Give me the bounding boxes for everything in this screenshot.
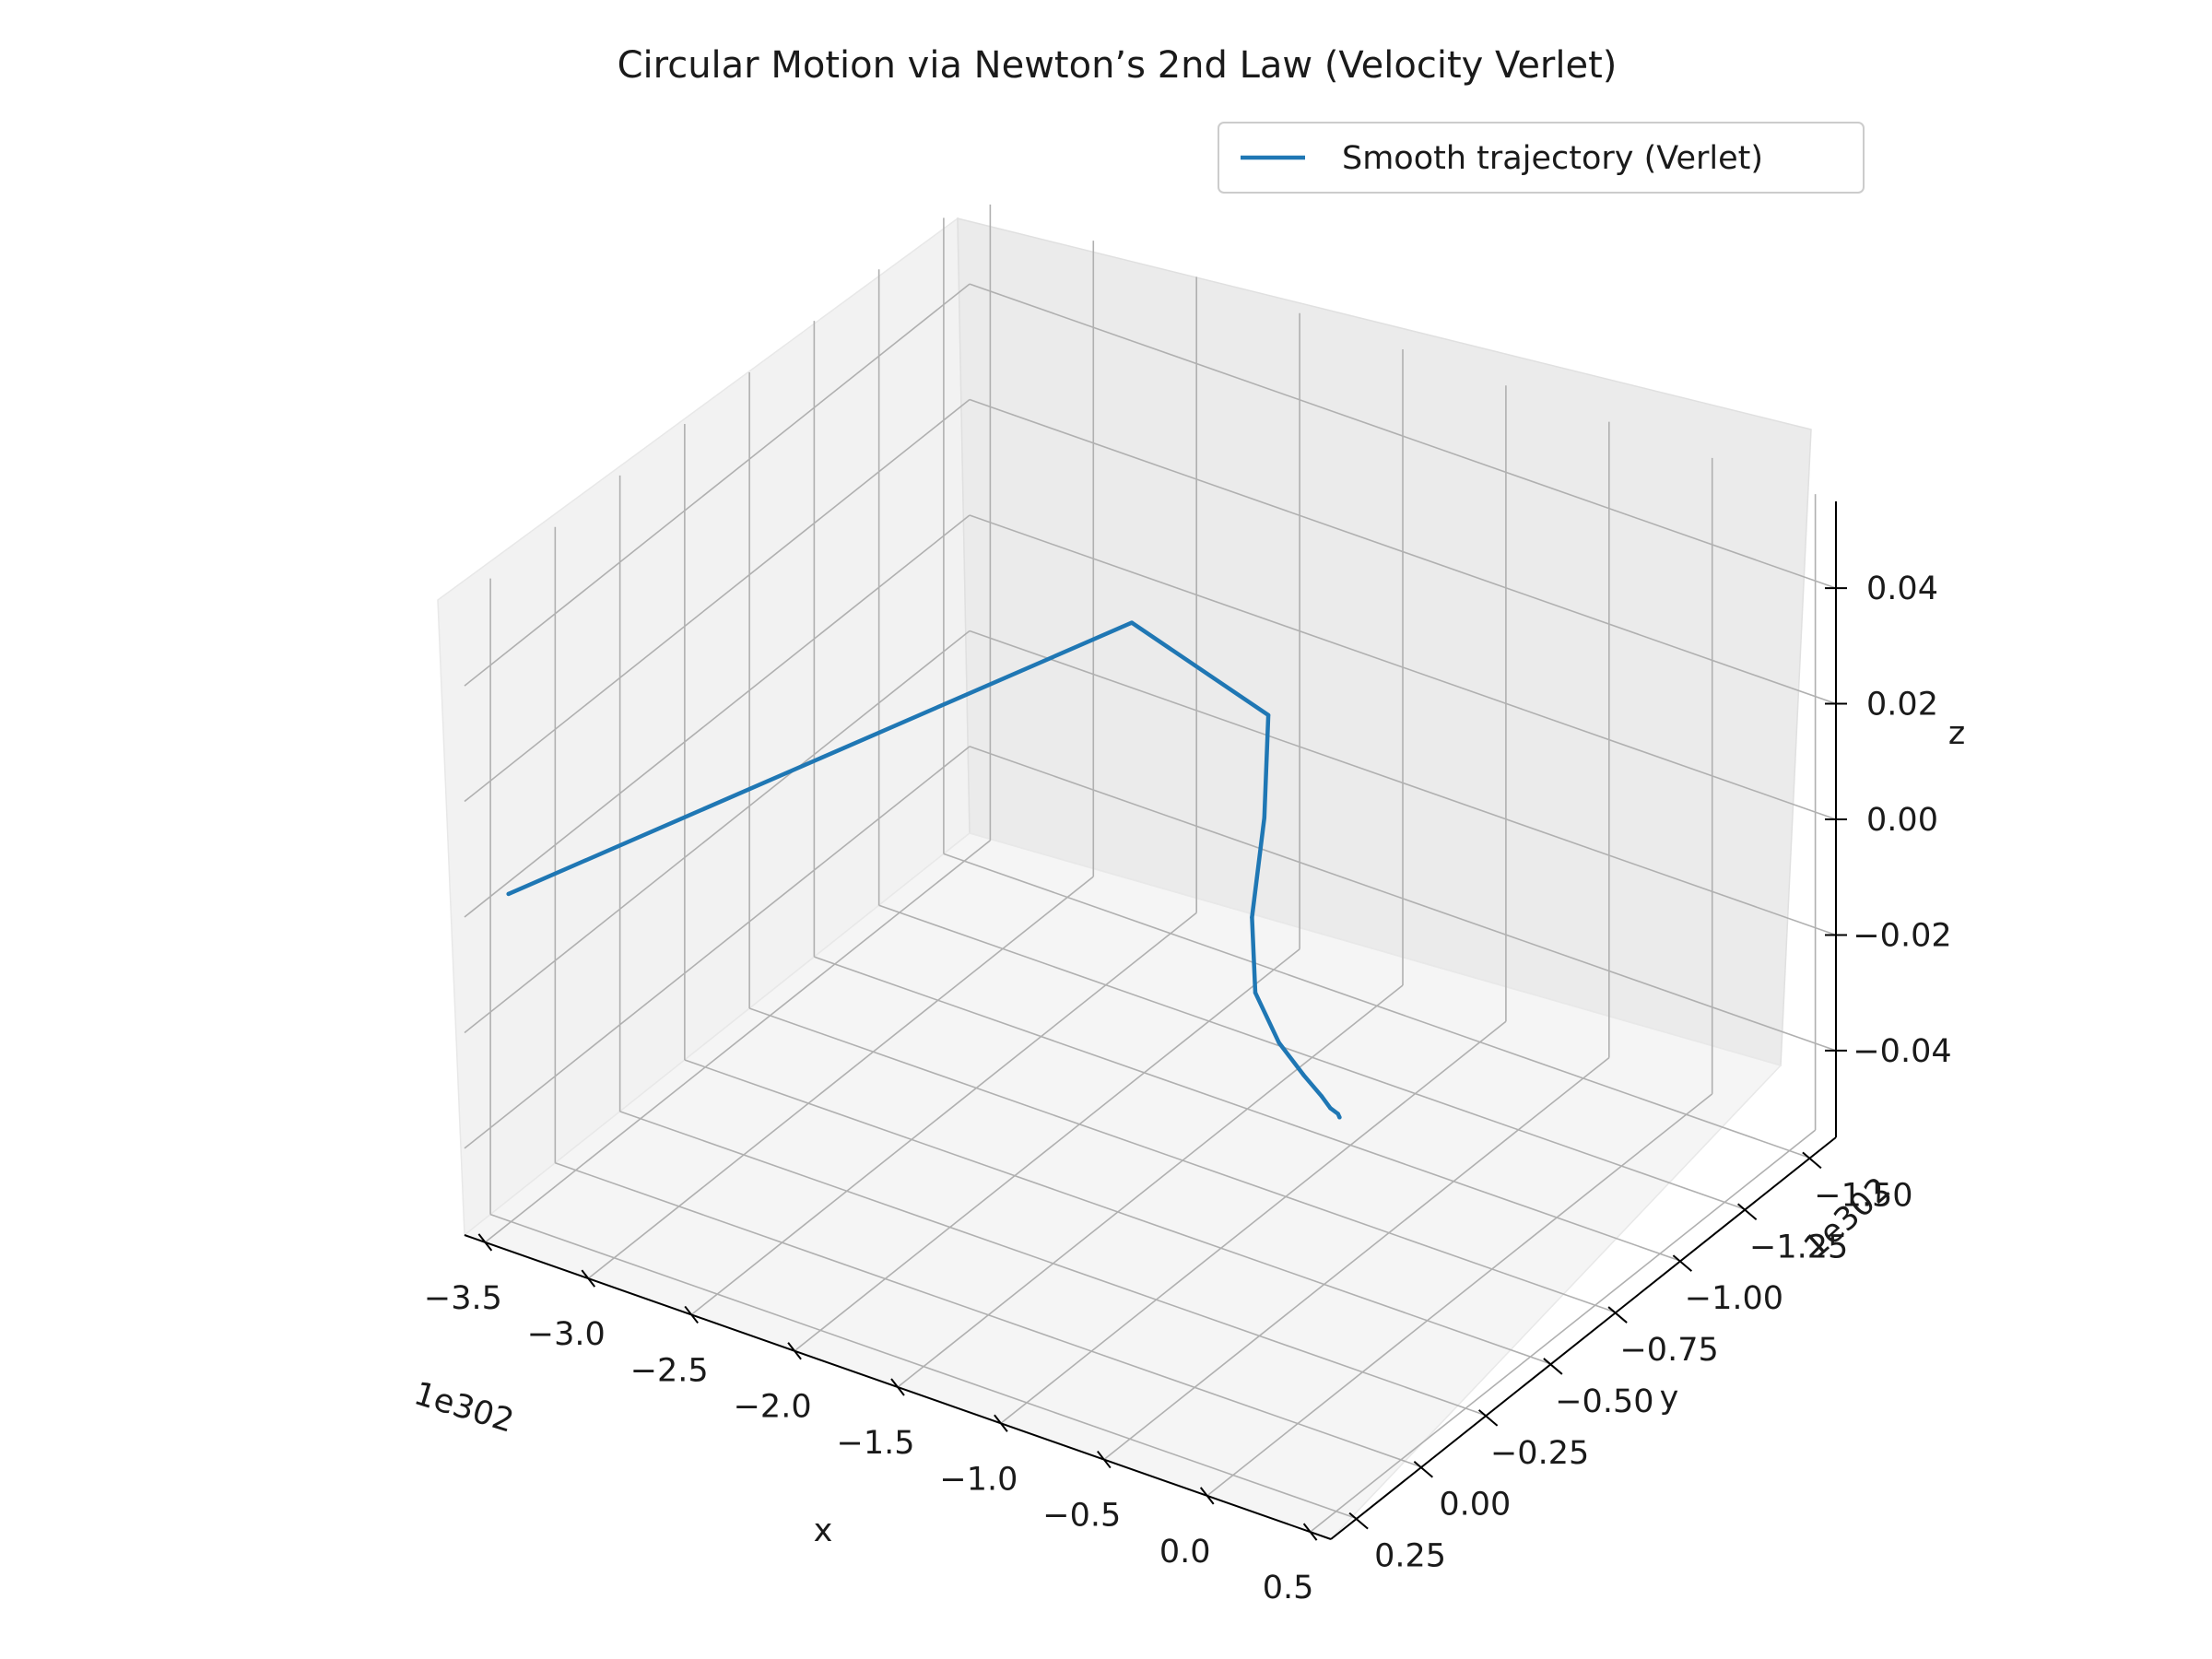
trajectory-point	[1328, 1106, 1333, 1111]
x-tick-label: −2.0	[734, 1389, 812, 1426]
trajectory-point	[1277, 1041, 1281, 1045]
z-gridline-right	[969, 283, 1837, 589]
x-gridline-floor	[1103, 1056, 1610, 1461]
y-tick-mark	[1543, 1358, 1563, 1375]
z-gridline-right	[969, 746, 1837, 1052]
y-gridline-floor	[619, 1111, 1487, 1417]
y-tick-mark	[1802, 1151, 1822, 1170]
series-layer	[506, 620, 1342, 1120]
x-tick-mark	[684, 1305, 699, 1324]
z-tick-label: −0.04	[1853, 1033, 1951, 1070]
y-tick-label: −1.00	[1685, 1280, 1783, 1317]
y-axis-label: y	[1660, 1380, 1679, 1417]
x-tick-mark	[1302, 1523, 1318, 1541]
z-gridline-right	[969, 398, 1837, 705]
y-tick-mark	[1607, 1306, 1628, 1324]
y-gridline-floor	[878, 904, 1746, 1211]
y-gridline-floor	[748, 1007, 1617, 1313]
y-tick-mark	[1477, 1409, 1499, 1427]
y-axis-line	[1330, 1136, 1837, 1540]
z-gridline-left	[464, 629, 971, 1034]
x-gridline-floor	[484, 840, 991, 1243]
y-gridline-floor	[943, 853, 1811, 1159]
x-tick-mark	[581, 1269, 596, 1288]
x-tick-mark	[890, 1378, 905, 1396]
y-tick-mark	[1413, 1460, 1434, 1478]
trajectory-point	[1253, 990, 1258, 995]
trajectory-point	[506, 891, 511, 897]
axes	[464, 501, 1847, 1541]
chart-title: Circular Motion via Newton’s 2nd Law (Ve…	[618, 44, 1618, 87]
y-tick-label: 0.00	[1439, 1487, 1511, 1524]
z-gridline-left	[464, 283, 971, 687]
x-tick-label: −1.0	[939, 1461, 1018, 1498]
legend-label: Smooth trajectory (Verlet)	[1342, 140, 1763, 177]
x-tick-mark	[1199, 1487, 1215, 1505]
trajectory-point	[1262, 816, 1267, 820]
z-tick-label: 0.04	[1866, 571, 1938, 607]
x-tick-label: 0.5	[1263, 1570, 1314, 1606]
z-tick-label: 0.00	[1866, 802, 1938, 839]
x-offset-label: 1e302	[409, 1375, 517, 1441]
grid-lines	[464, 204, 1837, 1533]
x-tick-label: −3.0	[527, 1316, 606, 1353]
trajectory-point	[1265, 712, 1271, 718]
z-gridline-left	[464, 514, 971, 918]
y-gridline-floor	[684, 1059, 1552, 1365]
legend: Smooth trajectory (Verlet)	[1218, 122, 1865, 194]
trajectory-point	[1337, 1115, 1342, 1120]
y-tick-label: −0.50	[1555, 1383, 1653, 1420]
x-gridline-floor	[690, 912, 1197, 1316]
trajectory-point	[1301, 1073, 1306, 1077]
x-tick-mark	[994, 1414, 1008, 1432]
z-gridline-left	[464, 746, 971, 1149]
z-tick-label: −0.02	[1853, 917, 1951, 954]
x-tick-label: −0.5	[1042, 1498, 1121, 1535]
x-tick-mark	[1097, 1450, 1112, 1469]
trajectory-point	[1250, 915, 1254, 920]
y-gridline-floor	[555, 1161, 1422, 1468]
x-tick-label: −1.5	[837, 1425, 915, 1462]
x-tick-label: −3.5	[424, 1280, 502, 1317]
axis-panes	[437, 217, 1812, 1540]
y-tick-label: −1.25	[1749, 1229, 1848, 1265]
z-gridline-left	[464, 398, 971, 803]
x-gridline-floor	[897, 984, 1404, 1388]
x-gridline-floor	[1310, 1129, 1817, 1533]
trajectory-point	[1319, 1094, 1324, 1099]
y-tick-mark	[1736, 1203, 1758, 1221]
x-gridline-floor	[1000, 1020, 1507, 1424]
z-tick-label: 0.02	[1866, 687, 1938, 724]
y-tick-label: 0.25	[1374, 1538, 1446, 1575]
z-gridline-right	[969, 514, 1837, 820]
z-axis-label: z	[1948, 715, 1965, 752]
y-tick-mark	[1348, 1512, 1369, 1530]
y-tick-label: −1.50	[1814, 1177, 1912, 1214]
x-gridline-floor	[587, 876, 1094, 1279]
y-gridline-floor	[489, 1213, 1358, 1520]
trajectory-point	[1335, 1112, 1340, 1116]
tick-labels: −3.5 −3.0 −2.5 −2.0 −1.5 −1.0 −0.5 0.0 0.5 −1.50 −…	[424, 571, 1952, 1606]
y-tick-mark	[1672, 1254, 1693, 1272]
legend-box	[1218, 122, 1865, 194]
x-gridline-floor	[794, 948, 1300, 1352]
y-tick-label: −0.25	[1490, 1435, 1589, 1472]
x-tick-mark	[477, 1233, 493, 1252]
x-tick-label: 0.0	[1159, 1534, 1211, 1571]
z-gridline-right	[969, 629, 1837, 936]
x-tick-label: −2.5	[630, 1352, 709, 1389]
x-tick-mark	[787, 1342, 802, 1360]
y-gridline-floor	[814, 956, 1681, 1262]
trajectory-point	[1129, 620, 1135, 625]
x-gridline-floor	[1206, 1093, 1713, 1497]
x-axis-label: x	[814, 1512, 833, 1549]
y-tick-label: −0.75	[1619, 1332, 1718, 1369]
